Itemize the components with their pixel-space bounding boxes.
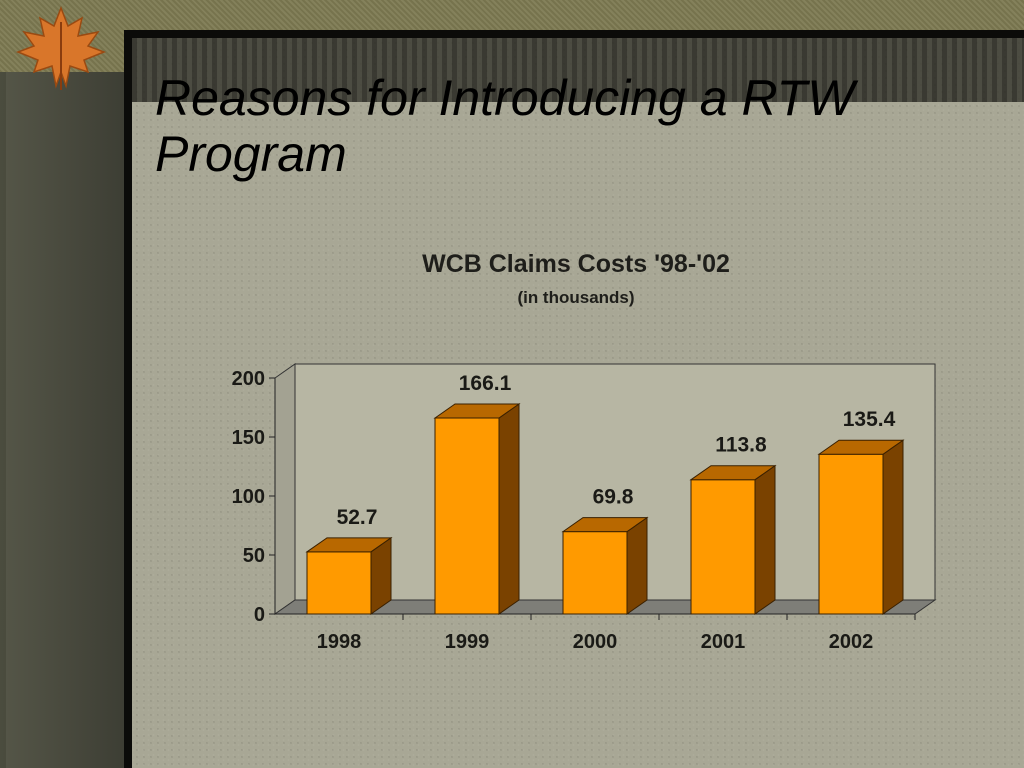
- y-tick-label: 100: [232, 486, 265, 508]
- y-tick-label: 50: [243, 545, 265, 567]
- bar: [434, 417, 500, 615]
- chart-subtitle: (in thousands): [517, 288, 634, 307]
- bar-value-label: 113.8: [715, 434, 767, 457]
- x-tick-label: 2000: [573, 631, 618, 653]
- bar-top: [561, 517, 649, 533]
- bar-side: [882, 439, 904, 615]
- left-sidebar-inner: [6, 72, 124, 768]
- maple-leaf-icon: [15, 5, 107, 90]
- bar: [818, 453, 884, 615]
- slide-title-line-1: Reasons for Introducing a RTW: [155, 70, 855, 126]
- bar-top: [689, 465, 777, 481]
- x-tick-label: 1998: [317, 631, 362, 653]
- chart-title: WCB Claims Costs '98-'02: [422, 250, 730, 278]
- plot-area: 0 50 100 150 200 52.7 1998 166.1 1999 69.8 2000 113…: [232, 363, 937, 653]
- y-tick-label: 0: [254, 604, 265, 626]
- bar-value-label: 166.1: [459, 372, 512, 395]
- bar-top: [817, 439, 905, 455]
- slide-title-line-2: Program: [155, 126, 347, 182]
- bar-side: [498, 403, 520, 615]
- bar: [562, 531, 628, 615]
- slide-title: Reasons for Introducing a RTW Program: [155, 70, 1015, 182]
- title-strip: [132, 38, 1024, 102]
- bar-value-label: 52.7: [337, 506, 378, 529]
- x-tick-label: 2001: [701, 631, 746, 653]
- bar-value-label: 135.4: [843, 408, 896, 431]
- bar-top: [433, 403, 521, 419]
- bar: [690, 479, 756, 615]
- bar-value-label: 69.8: [593, 486, 634, 509]
- bar-top: [305, 537, 393, 553]
- x-tick-label: 1999: [445, 631, 490, 653]
- y-tick-label: 150: [232, 427, 265, 449]
- x-tick-label: 2002: [829, 631, 874, 653]
- bar-side: [626, 516, 648, 615]
- bar: [306, 551, 372, 615]
- bar-side: [754, 464, 776, 615]
- y-tick-label: 200: [232, 368, 265, 390]
- bar-chart: WCB Claims Costs '98-'02 (in thousands) …: [232, 250, 937, 653]
- chart-side-wall: [274, 363, 296, 615]
